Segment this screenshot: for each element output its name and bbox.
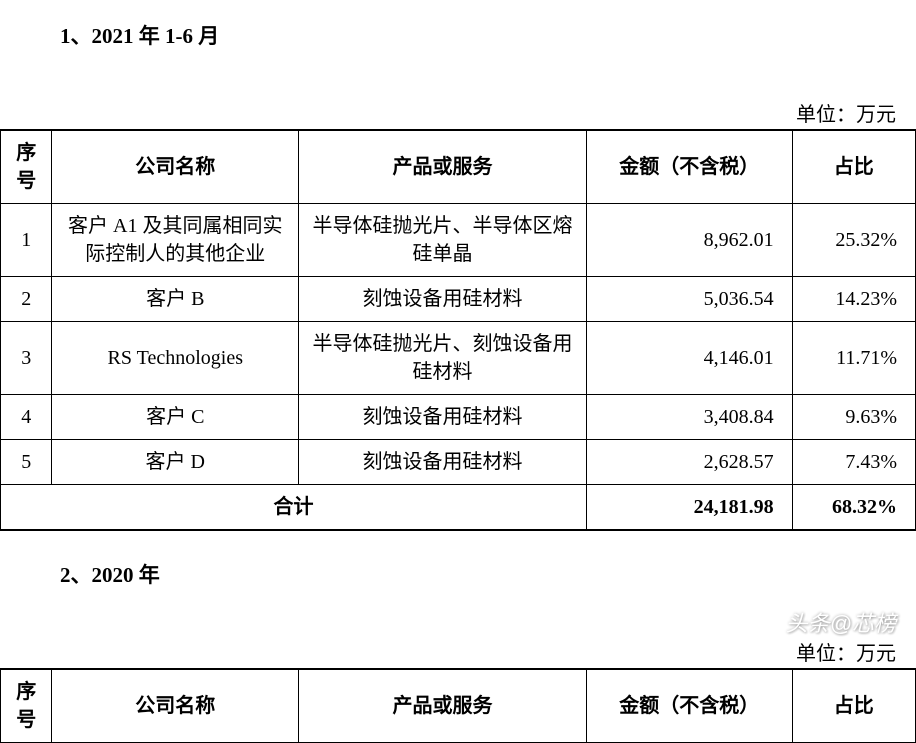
cell-ratio: 11.71% (792, 322, 915, 395)
cell-ratio: 14.23% (792, 277, 915, 322)
cell-company: RS Technologies (52, 322, 299, 395)
table-row: 1 客户 A1 及其同属相同实际控制人的其他企业 半导体硅抛光片、半导体区熔硅单… (1, 204, 916, 277)
cell-product: 刻蚀设备用硅材料 (299, 277, 587, 322)
cell-product: 刻蚀设备用硅材料 (299, 440, 587, 485)
header-product: 产品或服务 (299, 669, 587, 743)
section-2-title: 2、2020 年 (60, 559, 916, 589)
cell-product: 半导体硅抛光片、刻蚀设备用硅材料 (299, 322, 587, 395)
table-header-row: 序号 公司名称 产品或服务 金额（不含税） 占比 (1, 130, 916, 204)
header-amount: 金额（不含税） (586, 669, 792, 743)
cell-company: 客户 D (52, 440, 299, 485)
cell-amount: 8,962.01 (586, 204, 792, 277)
cell-amount: 3,408.84 (586, 395, 792, 440)
header-ratio: 占比 (792, 669, 915, 743)
section-1-unit: 单位：万元 (0, 98, 916, 127)
total-ratio: 68.32% (792, 485, 915, 531)
table-row: 4 客户 C 刻蚀设备用硅材料 3,408.84 9.63% (1, 395, 916, 440)
cell-company: 客户 B (52, 277, 299, 322)
table-row: 2 客户 B 刻蚀设备用硅材料 5,036.54 14.23% (1, 277, 916, 322)
cell-seq: 5 (1, 440, 52, 485)
header-company: 公司名称 (52, 130, 299, 204)
cell-company: 客户 C (52, 395, 299, 440)
cell-seq: 4 (1, 395, 52, 440)
header-seq: 序号 (1, 130, 52, 204)
cell-amount: 2,628.57 (586, 440, 792, 485)
header-company: 公司名称 (52, 669, 299, 743)
cell-company: 客户 A1 及其同属相同实际控制人的其他企业 (52, 204, 299, 277)
section-2-unit: 单位：万元 (0, 637, 916, 666)
cell-ratio: 9.63% (792, 395, 915, 440)
cell-ratio: 7.43% (792, 440, 915, 485)
header-seq: 序号 (1, 669, 52, 743)
cell-amount: 4,146.01 (586, 322, 792, 395)
section-1-title: 1、2021 年 1-6 月 (60, 20, 916, 50)
total-label: 合计 (1, 485, 587, 531)
header-amount: 金额（不含税） (586, 130, 792, 204)
cell-seq: 2 (1, 277, 52, 322)
cell-seq: 3 (1, 322, 52, 395)
total-amount: 24,181.98 (586, 485, 792, 531)
table-row: 5 客户 D 刻蚀设备用硅材料 2,628.57 7.43% (1, 440, 916, 485)
header-product: 产品或服务 (299, 130, 587, 204)
table-total-row: 合计 24,181.98 68.32% (1, 485, 916, 531)
watermark-text: 头条@芯榜 (786, 606, 896, 638)
cell-ratio: 25.32% (792, 204, 915, 277)
cell-seq: 1 (1, 204, 52, 277)
section-2-table: 序号 公司名称 产品或服务 金额（不含税） 占比 (0, 668, 916, 743)
header-ratio: 占比 (792, 130, 915, 204)
cell-product: 刻蚀设备用硅材料 (299, 395, 587, 440)
cell-amount: 5,036.54 (586, 277, 792, 322)
section-1-table: 序号 公司名称 产品或服务 金额（不含税） 占比 1 客户 A1 及其同属相同实… (0, 129, 916, 531)
cell-product: 半导体硅抛光片、半导体区熔硅单晶 (299, 204, 587, 277)
table-header-row: 序号 公司名称 产品或服务 金额（不含税） 占比 (1, 669, 916, 743)
table-row: 3 RS Technologies 半导体硅抛光片、刻蚀设备用硅材料 4,146… (1, 322, 916, 395)
